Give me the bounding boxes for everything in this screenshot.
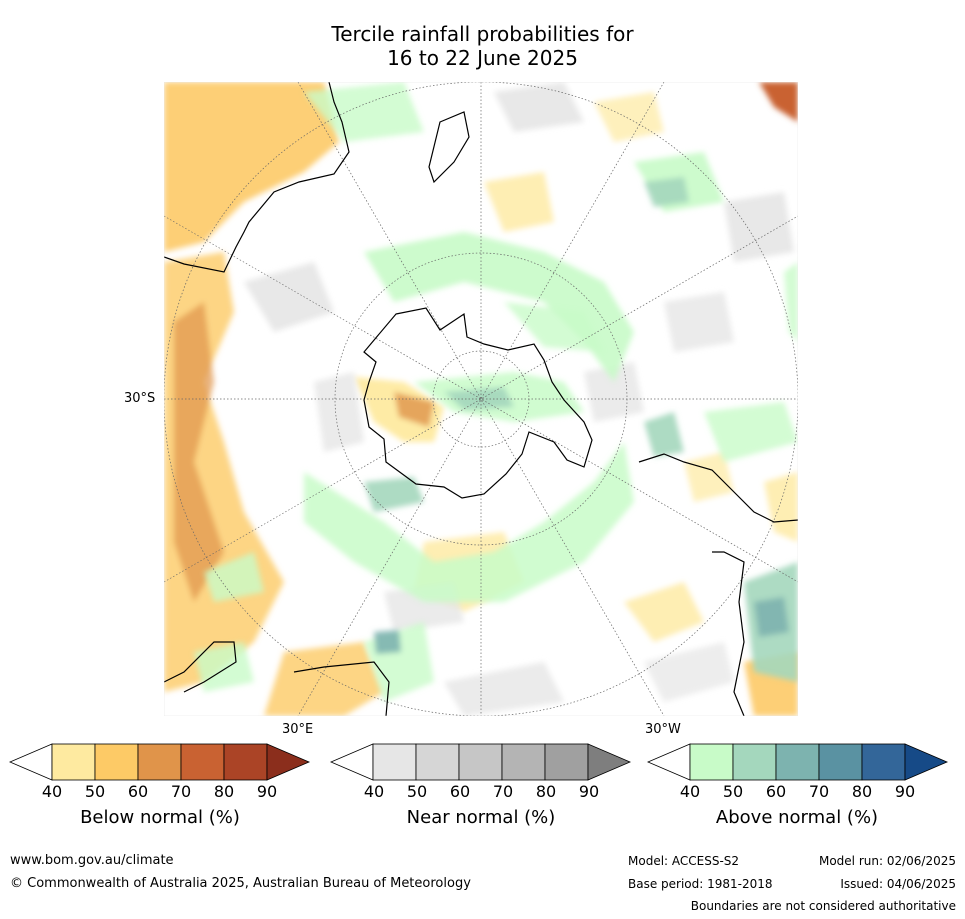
near-swatch-0 xyxy=(372,743,417,781)
above-swatch-3 xyxy=(818,743,863,781)
tick-near-90: 90 xyxy=(578,782,600,801)
title-line-1: Tercile rainfall probabilities for xyxy=(331,22,634,46)
near-swatch-3 xyxy=(501,743,546,781)
footer-model-run: Model run: 02/06/2025 xyxy=(818,854,956,868)
above-swatch-4 xyxy=(861,743,906,781)
footer-disclaimer: Boundaries are not considered authoritat… xyxy=(690,899,956,913)
tick-above-60: 60 xyxy=(765,782,787,801)
footer-website: www.bom.gov.au/climate xyxy=(10,853,174,868)
map-canvas xyxy=(164,82,798,716)
footer-base-period: Base period: 1981-2018 xyxy=(628,877,773,891)
tick-below-60: 60 xyxy=(127,782,149,801)
lon-label-30e: 30°E xyxy=(282,722,314,737)
tick-near-70: 70 xyxy=(492,782,514,801)
above-swatch-2 xyxy=(775,743,820,781)
below-swatch-3 xyxy=(180,743,225,781)
footer-model: Model: ACCESS-S2 xyxy=(628,854,740,868)
coastlines xyxy=(164,82,798,716)
below-swatch-0 xyxy=(51,743,96,781)
tick-below-80: 80 xyxy=(213,782,235,801)
antarctica-outline xyxy=(363,307,593,499)
colorbar-below xyxy=(8,743,311,781)
tick-above-90: 90 xyxy=(894,782,916,801)
footer-copyright: © Commonwealth of Australia 2025, Austra… xyxy=(10,876,471,891)
tick-near-50: 50 xyxy=(406,782,428,801)
title-line-2: 16 to 22 June 2025 xyxy=(387,46,578,70)
legend-near-normal xyxy=(329,743,632,781)
south-america-outline xyxy=(638,453,798,716)
africa-outline xyxy=(164,641,390,716)
tick-above-50: 50 xyxy=(722,782,744,801)
near-swatch-4 xyxy=(544,743,589,781)
legend-title-above: Above normal (%) xyxy=(715,807,879,828)
below-min-triangle xyxy=(8,743,53,781)
above-min-triangle xyxy=(646,743,691,781)
tick-near-40: 40 xyxy=(363,782,385,801)
near-min-triangle xyxy=(329,743,374,781)
australia-outline xyxy=(164,82,350,273)
legend-title-below: Below normal (%) xyxy=(80,807,240,828)
footer-issued: Issued: 04/06/2025 xyxy=(840,877,956,891)
tick-near-80: 80 xyxy=(535,782,557,801)
new-zealand-outline xyxy=(428,111,470,184)
tick-above-70: 70 xyxy=(808,782,830,801)
above-swatch-1 xyxy=(732,743,777,781)
above-swatch-0 xyxy=(689,743,734,781)
near-swatch-2 xyxy=(458,743,503,781)
tick-below-40: 40 xyxy=(41,782,63,801)
tick-above-80: 80 xyxy=(851,782,873,801)
below-swatch-1 xyxy=(94,743,139,781)
graticule xyxy=(164,82,798,716)
colorbar-near xyxy=(329,743,632,781)
below-swatch-2 xyxy=(137,743,182,781)
tick-below-70: 70 xyxy=(170,782,192,801)
near-normal-fields xyxy=(244,82,794,716)
tick-above-40: 40 xyxy=(679,782,701,801)
polar-map[interactable] xyxy=(164,82,798,716)
lon-label-30w: 30°W xyxy=(645,722,681,737)
legend-title-near: Near normal (%) xyxy=(406,807,556,828)
below-swatch-4 xyxy=(223,743,268,781)
tick-below-90: 90 xyxy=(256,782,278,801)
map-title: Tercile rainfall probabilities for 16 to… xyxy=(0,22,965,70)
colorbar-above xyxy=(646,743,949,781)
tick-below-50: 50 xyxy=(84,782,106,801)
tick-near-60: 60 xyxy=(449,782,471,801)
below-max-triangle xyxy=(266,743,311,781)
near-max-triangle xyxy=(587,743,632,781)
near-swatch-1 xyxy=(415,743,460,781)
lat-label-30s: 30°S xyxy=(124,391,156,406)
legend-above-normal xyxy=(646,743,949,781)
legend-below-normal xyxy=(8,743,311,781)
above-max-triangle xyxy=(904,743,949,781)
